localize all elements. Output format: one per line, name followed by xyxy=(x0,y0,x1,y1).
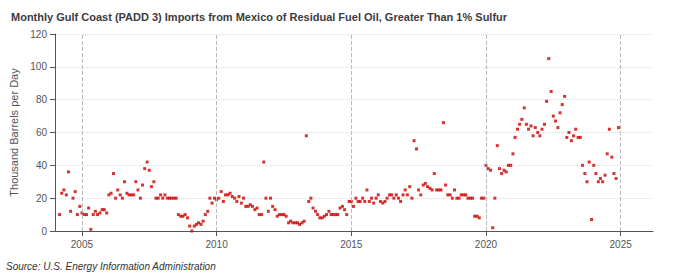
svg-text:60: 60 xyxy=(36,127,48,138)
svg-text:2025: 2025 xyxy=(610,239,633,250)
svg-text:20: 20 xyxy=(36,193,48,204)
svg-text:Thousand Barrels per Day: Thousand Barrels per Day xyxy=(8,68,20,197)
svg-text:2010: 2010 xyxy=(205,239,228,250)
svg-text:80: 80 xyxy=(36,94,48,105)
svg-text:Monthly Gulf Coast (PADD 3) Im: Monthly Gulf Coast (PADD 3) Imports from… xyxy=(11,11,508,23)
svg-text:2015: 2015 xyxy=(340,239,363,250)
svg-text:Source: U.S. Energy Informatio: Source: U.S. Energy Information Administ… xyxy=(6,261,216,272)
svg-text:100: 100 xyxy=(30,61,47,72)
svg-text:2005: 2005 xyxy=(71,239,94,250)
svg-text:40: 40 xyxy=(36,160,48,171)
svg-text:120: 120 xyxy=(30,29,47,40)
svg-text:2020: 2020 xyxy=(475,239,498,250)
svg-text:0: 0 xyxy=(41,226,47,237)
